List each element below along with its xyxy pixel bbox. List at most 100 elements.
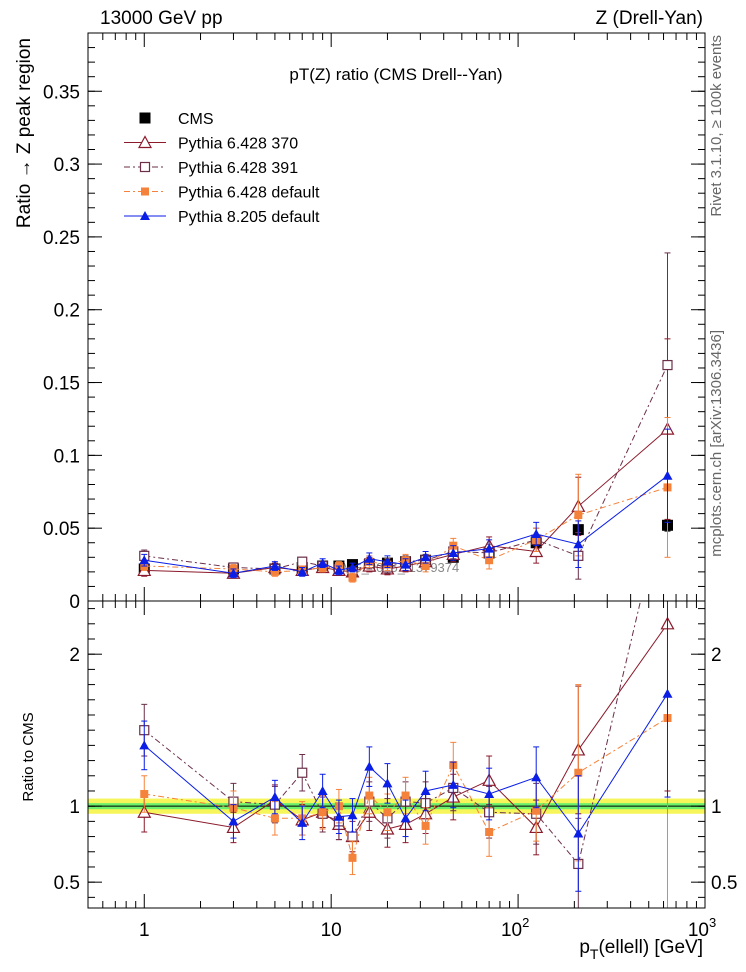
- legend-label: CMS: [178, 111, 214, 128]
- ratio-point-p6def: [574, 768, 583, 777]
- ratio-series-p8: [139, 601, 673, 892]
- ratio-point-p6def: [485, 828, 494, 837]
- bottom-frame: [87, 600, 706, 909]
- top-point-p8: [228, 568, 239, 578]
- top-point-p8: [317, 558, 328, 568]
- top-point-p391: [297, 556, 308, 567]
- legend-marker: [139, 112, 151, 124]
- ratio-point-p8: [364, 761, 375, 771]
- top-point-p8: [139, 555, 150, 565]
- x-tick-label: 10: [501, 920, 522, 941]
- ratio-panel-marks: [137, 601, 675, 908]
- ratio-point-p8: [662, 688, 673, 698]
- ratio-point-p8: [382, 778, 393, 788]
- ratio-point-p6def: [348, 853, 357, 862]
- top-point-p8: [382, 556, 393, 566]
- top-point-p8: [662, 470, 673, 480]
- ratio-point-p8: [420, 785, 431, 795]
- top-point-p8: [420, 552, 431, 562]
- top-point-p8: [333, 565, 344, 575]
- top-point-p8: [573, 539, 584, 549]
- top-y-tick-label: 0.2: [54, 301, 80, 322]
- header-left: 13000 GeV pp: [100, 8, 223, 29]
- axes: 1 10 10 2 10 300.050.10.150.20.250.30.350.5 0.…: [43, 32, 737, 941]
- top-y-tick-label: 0: [69, 592, 80, 613]
- top-line-p8: [144, 475, 668, 574]
- ratio-point-p8: [269, 792, 280, 802]
- top-series-p391: [139, 252, 673, 580]
- top-point-p8: [448, 547, 459, 557]
- ratio-point-p8: [333, 811, 344, 821]
- top-ylabel: Ratio → Z peak region: [14, 38, 35, 228]
- legend-item-p370: Pythia 6.428 370: [124, 135, 298, 153]
- ratio-point-p6def: [401, 791, 410, 800]
- top-point-p391: [662, 359, 673, 371]
- top-series-p8: [139, 428, 673, 579]
- bottom-ylabel: Ratio to CMS: [20, 712, 37, 801]
- top-y-tick-label: 0.05: [43, 519, 80, 540]
- x-tick-label: 10: [321, 920, 342, 941]
- ratio-point-p6def: [421, 821, 430, 830]
- top-point-p8: [364, 553, 375, 563]
- ratio-point-p391: [297, 767, 308, 778]
- x-tick-label: 10: [688, 920, 709, 941]
- x-tick-label: 1: [139, 920, 150, 941]
- x-tick-exponent: 2: [522, 915, 529, 930]
- top-point-p8: [531, 529, 542, 539]
- top-point-p8: [269, 561, 280, 571]
- top-point-p6def: [485, 556, 494, 565]
- x-tick-exponent: 3: [709, 915, 716, 930]
- top-line-p370: [144, 428, 668, 574]
- ratio-point-p8: [228, 816, 239, 826]
- top-y-tick-label: 0.3: [54, 155, 80, 176]
- top-y-tick-label: 0.1: [54, 446, 80, 467]
- ratio-point-p6def: [383, 808, 392, 817]
- legend-label: Pythia 8.205 default: [178, 209, 320, 226]
- top-point-p8: [297, 566, 308, 576]
- ratio-y-tick-label-right: 0.5: [711, 873, 737, 894]
- ratio-point-p6def: [365, 791, 374, 800]
- legend: CMS Pythia 6.428 370 Pythia 6.428 391 Pythi…: [124, 111, 320, 226]
- ratio-point-p8: [347, 810, 358, 820]
- ratio-y-tick-label-right: 2: [711, 645, 722, 666]
- top-line-p391: [144, 364, 668, 573]
- ratio-line-p8: [143, 693, 668, 835]
- top-series-p6def: [140, 416, 672, 583]
- ratio-y-tick-label-right: 1: [711, 797, 722, 818]
- ratio-point-p391: [347, 831, 358, 842]
- top-panel-marks: [137, 252, 675, 583]
- top-point-p8: [484, 543, 495, 553]
- top-point-p6def: [421, 562, 430, 571]
- ratio-point-p8: [317, 785, 328, 795]
- top-series-p370: [137, 338, 675, 579]
- ratio-point-p8: [484, 789, 495, 799]
- legend-label: Pythia 6.428 391: [178, 160, 298, 177]
- legend-item-p8: Pythia 8.205 default: [124, 209, 320, 226]
- top-point-p8: [400, 559, 411, 569]
- top-point-p6def: [574, 511, 583, 520]
- rivet-label: Rivet 3.1.10, ≥ 100k events: [708, 35, 725, 217]
- legend-marker: [137, 135, 153, 149]
- ratio-point-p8: [531, 772, 542, 782]
- legend-item-cms: CMS: [139, 111, 214, 128]
- top-point-p6def: [270, 567, 279, 576]
- ratio-point-p6def: [532, 806, 541, 815]
- top-title: pT(Z) ratio (CMS Drell--Yan): [289, 65, 502, 84]
- top-y-tick-label: 0.25: [43, 228, 80, 249]
- top-y-tick-label: 0.35: [43, 82, 80, 103]
- top-line-p6def: [144, 486, 668, 579]
- ratio-y-tick-label: 0.5: [54, 873, 80, 894]
- ratio-point-p8: [400, 813, 411, 823]
- ratio-point-p6def: [140, 790, 149, 799]
- legend-marker: [141, 187, 149, 196]
- legend-marker: [140, 211, 150, 220]
- header-right: Z (Drell-Yan): [596, 8, 703, 29]
- ratio-point-p8: [297, 817, 308, 827]
- ratio-point-p8: [448, 779, 459, 789]
- ratio-point-p8: [573, 828, 584, 838]
- legend-label: Pythia 6.428 default: [178, 185, 320, 202]
- top-y-tick-label: 0.15: [43, 374, 80, 395]
- ratio-y-tick-label: 2: [69, 645, 80, 666]
